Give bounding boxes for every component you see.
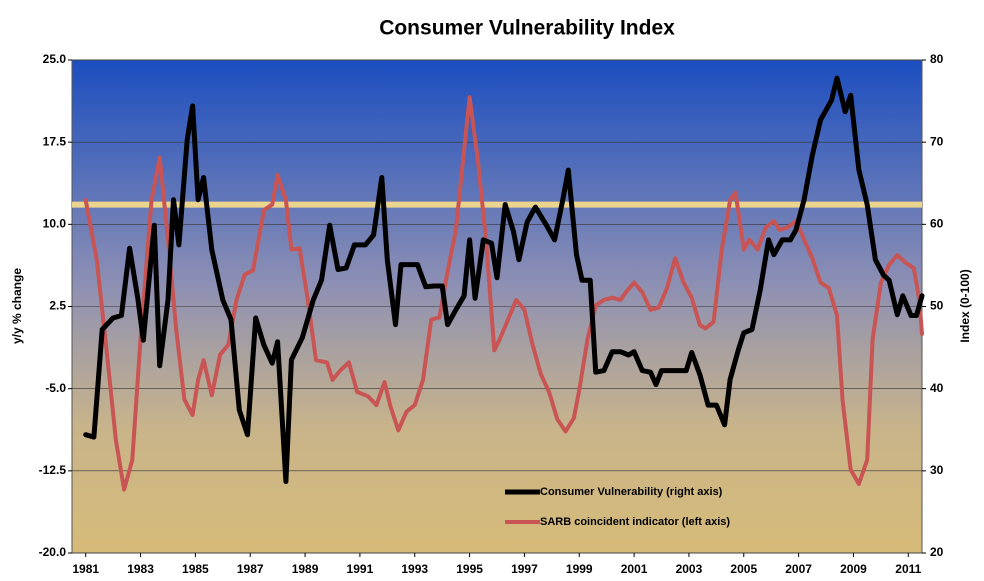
- x-tick-label: 1999: [566, 562, 593, 576]
- y-tick-label: 25.0: [43, 52, 67, 66]
- x-tick-label: 2007: [785, 562, 812, 576]
- x-tick-label: 2003: [676, 562, 703, 576]
- x-tick-label: 1995: [456, 562, 483, 576]
- y-axis-title: y/y % change: [10, 268, 24, 344]
- x-tick-label: 2001: [621, 562, 648, 576]
- x-tick-label: 1991: [347, 562, 374, 576]
- y-tick-label: 17.5: [43, 134, 67, 148]
- x-tick-label: 1993: [401, 562, 428, 576]
- y2-tick-label: 30: [930, 463, 944, 477]
- y2-tick-label: 40: [930, 381, 944, 395]
- y2-tick-label: 50: [930, 299, 944, 313]
- x-tick-label: 2011: [895, 562, 921, 576]
- x-tick-label: 1981: [72, 562, 99, 576]
- y2-axis-title: Index (0-100): [958, 269, 972, 342]
- y2-tick-label: 70: [930, 134, 944, 148]
- x-tick-label: 1997: [511, 562, 538, 576]
- series-line: [83, 75, 925, 484]
- series-line: [83, 95, 924, 492]
- chart-title: Consumer Vulnerability Index: [379, 17, 675, 40]
- y2-tick-label: 60: [930, 217, 944, 231]
- x-tick-label: 1989: [292, 562, 319, 576]
- y-tick-label: 10.0: [43, 217, 67, 231]
- x-tick-label: 2009: [840, 562, 867, 576]
- x-tick-label: 2005: [730, 562, 757, 576]
- y-tick-label: -12.5: [39, 463, 67, 477]
- y-tick-label: -20.0: [39, 545, 67, 559]
- y-tick-label: 2.5: [49, 299, 66, 313]
- x-tick-label: 1985: [182, 562, 209, 576]
- x-tick-label: 1983: [127, 562, 154, 576]
- legend-label: Consumer Vulnerability (right axis): [540, 486, 723, 498]
- y-tick-label: -5.0: [45, 381, 66, 395]
- x-tick-label: 1987: [237, 562, 264, 576]
- y2-tick-label: 20: [930, 545, 944, 559]
- y2-tick-label: 80: [930, 52, 944, 66]
- legend-label: SARB coincident indicator (left axis): [540, 516, 730, 528]
